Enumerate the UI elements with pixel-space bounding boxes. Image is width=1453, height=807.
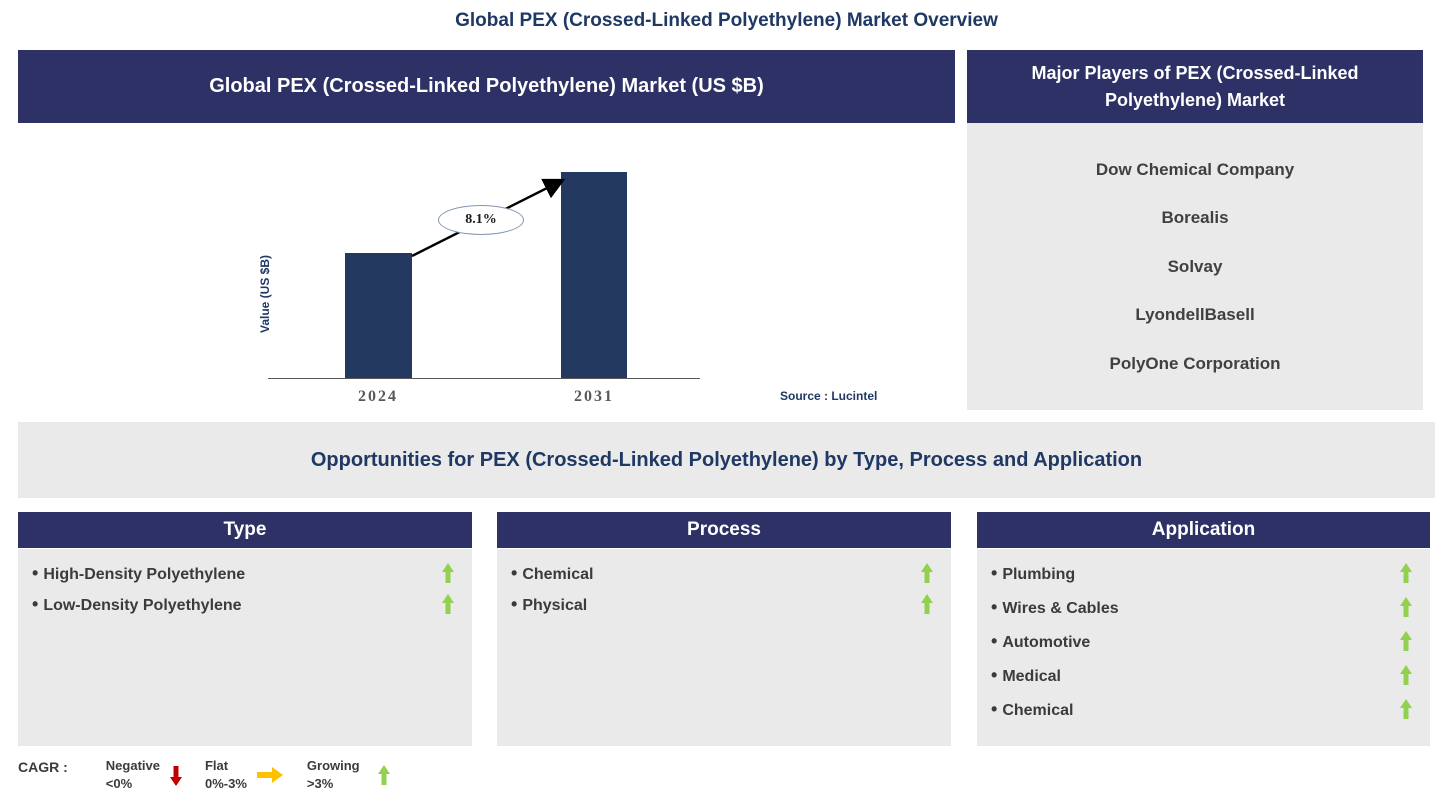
column-type-body: High-Density Polyethylene Low-Density Po… bbox=[18, 549, 472, 746]
flat-right-icon bbox=[257, 767, 283, 783]
column-type-header: Type bbox=[18, 512, 472, 548]
negative-down-icon bbox=[170, 765, 183, 786]
market-chart-title: Global PEX (Crossed-Linked Polyethylene)… bbox=[209, 75, 764, 97]
opportunities-heading: Opportunities for PEX (Crossed-Linked Po… bbox=[18, 422, 1435, 498]
source-note: Source : Lucintel bbox=[780, 389, 878, 403]
growing-up-icon bbox=[378, 765, 391, 786]
column-process-header: Process bbox=[497, 512, 951, 548]
column-application-header: Application bbox=[977, 512, 1430, 548]
column-process: Process Chemical Physical bbox=[497, 512, 951, 746]
item-label: Chemical bbox=[991, 699, 1073, 720]
growing-up-icon bbox=[1399, 631, 1412, 652]
list-item-company: Dow Chemical Company bbox=[1095, 159, 1295, 179]
opportunity-item: Plumbing bbox=[991, 561, 1412, 585]
item-label: Chemical bbox=[511, 563, 593, 584]
legend-range: <0% bbox=[105, 776, 133, 792]
item-label: High-Density Polyethylene bbox=[32, 563, 245, 584]
legend-title: CAGR : bbox=[18, 759, 68, 775]
opportunity-item: Medical bbox=[991, 663, 1412, 687]
list-item-company: Solvay bbox=[1167, 256, 1223, 276]
item-label: Low-Density Polyethylene bbox=[32, 594, 241, 615]
legend-item-text: Flat 0%-3% bbox=[205, 757, 247, 793]
opportunity-item: Physical bbox=[511, 592, 933, 616]
growing-up-icon bbox=[920, 594, 933, 615]
item-label: Plumbing bbox=[991, 563, 1075, 584]
column-application: Application Plumbing Wires & Cables Auto… bbox=[977, 512, 1430, 746]
list-item-company: LyondellBasell bbox=[1135, 305, 1255, 324]
opportunity-item: Chemical bbox=[511, 561, 933, 585]
growing-up-icon bbox=[441, 594, 454, 615]
legend-item-negative: Negative <0% bbox=[106, 757, 183, 793]
list-item-company: Borealis bbox=[1161, 208, 1229, 227]
legend-range: >3% bbox=[306, 776, 334, 792]
legend-item-text: Growing >3% bbox=[307, 757, 360, 793]
major-players-header: Major Players of PEX (Crossed-Linked Pol… bbox=[967, 50, 1423, 123]
x-tick-2024: 2024 bbox=[358, 388, 398, 405]
x-axis bbox=[268, 378, 700, 379]
cagr-value: 8.1% bbox=[465, 212, 497, 227]
bar-2031 bbox=[561, 172, 627, 378]
legend-item-flat: Flat 0%-3% bbox=[205, 757, 283, 793]
growing-up-icon bbox=[1399, 597, 1412, 618]
column-type: Type High-Density Polyethylene Low-Densi… bbox=[18, 512, 472, 746]
legend-item-growing: Growing >3% bbox=[307, 757, 391, 793]
page-title: Global PEX (Crossed-Linked Polyethylene)… bbox=[455, 10, 998, 31]
opportunity-item: Automotive bbox=[991, 629, 1412, 653]
legend-range: 0%-3% bbox=[204, 776, 247, 792]
list-item-company: PolyOne Corporation bbox=[1109, 353, 1281, 373]
market-bar-chart: Value (US $B) 2024 2031 8.1% Source : Lu… bbox=[18, 123, 955, 415]
legend-label: Growing bbox=[306, 758, 360, 773]
opportunity-item: High-Density Polyethylene bbox=[32, 561, 454, 585]
opportunity-item: Chemical bbox=[991, 697, 1412, 721]
growth-trend-arrow-icon bbox=[411, 178, 566, 258]
bar-2024 bbox=[345, 253, 412, 378]
growing-up-icon bbox=[1399, 699, 1412, 720]
item-label: Medical bbox=[991, 665, 1061, 686]
opportunity-item: Wires & Cables bbox=[991, 595, 1412, 619]
legend-label: Flat bbox=[204, 758, 229, 773]
legend-label: Negative bbox=[105, 758, 160, 773]
major-players-title: Major Players of PEX (Crossed-Linked Pol… bbox=[1031, 63, 1359, 110]
market-chart-header: Global PEX (Crossed-Linked Polyethylene)… bbox=[18, 50, 955, 123]
major-players-list: Dow Chemical Company Borealis Solvay Lyo… bbox=[967, 123, 1423, 410]
y-axis-label: Value (US $B) bbox=[258, 254, 272, 333]
item-label: Physical bbox=[511, 594, 587, 615]
opportunities-heading-text: Opportunities for PEX (Crossed-Linked Po… bbox=[310, 448, 1143, 471]
opportunity-item: Low-Density Polyethylene bbox=[32, 592, 454, 616]
cagr-badge: 8.1% bbox=[438, 205, 524, 235]
column-application-body: Plumbing Wires & Cables Automotive Medic… bbox=[977, 549, 1430, 746]
x-tick-2031: 2031 bbox=[574, 388, 614, 405]
legend-item-text: Negative <0% bbox=[106, 757, 160, 793]
growing-up-icon bbox=[1399, 563, 1412, 584]
growing-up-icon bbox=[441, 563, 454, 584]
item-label: Wires & Cables bbox=[991, 597, 1118, 618]
growing-up-icon bbox=[920, 563, 933, 584]
cagr-legend: CAGR : Negative <0% Flat 0%-3% Growing >… bbox=[18, 757, 391, 793]
column-process-body: Chemical Physical bbox=[497, 549, 951, 746]
item-label: Automotive bbox=[991, 631, 1090, 652]
growing-up-icon bbox=[1399, 665, 1412, 686]
